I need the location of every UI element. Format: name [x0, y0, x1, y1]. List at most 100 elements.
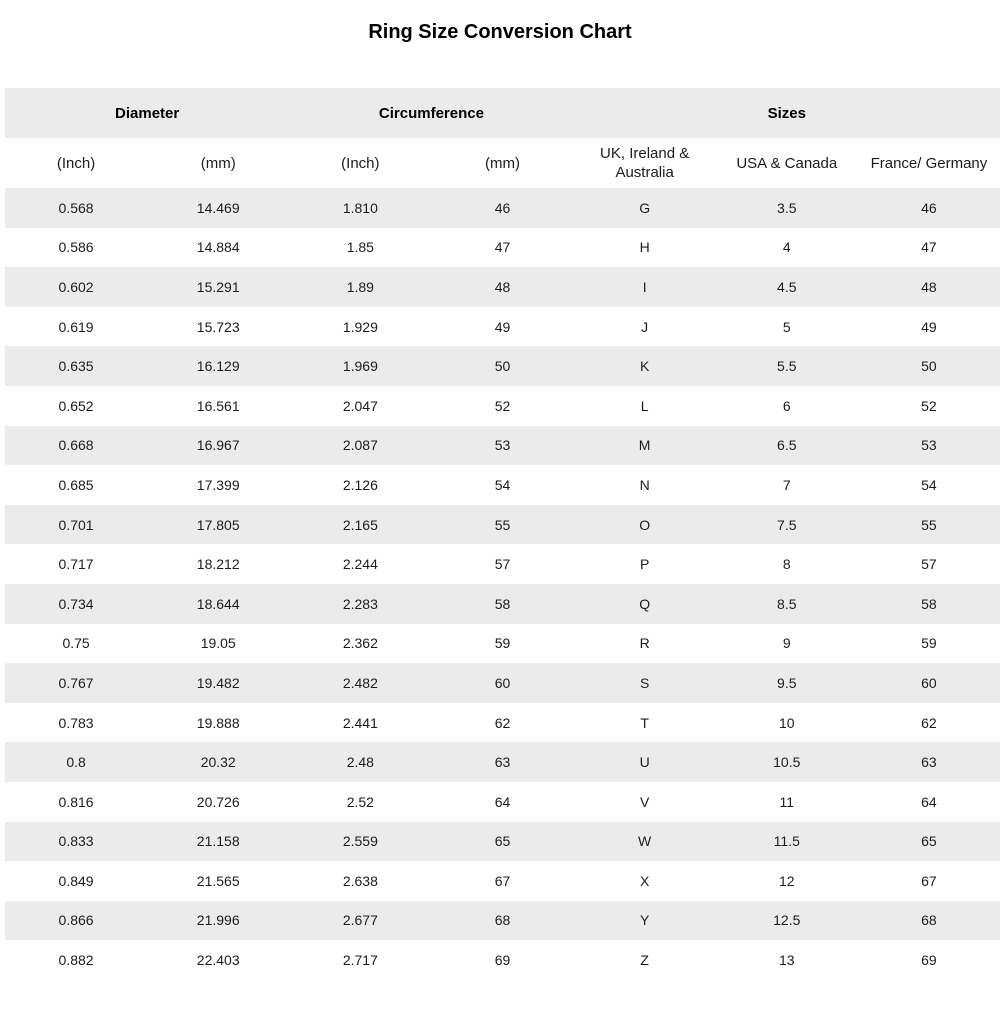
cell-size-france: 49 [921, 318, 937, 335]
table-row: 0.734 18.644 2.283 58 Q 8.5 58 [5, 583, 1000, 624]
cell-size-uk: L [640, 397, 649, 414]
cell-circumference-inch: 2.717 [342, 952, 378, 969]
cell-size-usa: 13 [778, 952, 795, 969]
cell-diameter-inch: 0.586 [58, 239, 94, 256]
cell-circumference-inch: 2.52 [346, 793, 374, 810]
cell-size-france: 60 [921, 674, 937, 691]
cell-diameter-mm: 17.805 [196, 516, 240, 533]
table-row: 0.652 16.561 2.047 52 L 6 52 [5, 385, 1000, 426]
cell-diameter-inch: 0.668 [58, 437, 94, 454]
table-row: 0.635 16.129 1.969 50 K 5.5 50 [5, 346, 1000, 386]
cell-diameter-inch: 0.783 [58, 714, 94, 731]
cell-diameter-mm: 16.129 [196, 358, 240, 375]
cell-circumference-mm: 47 [494, 239, 511, 256]
cell-circumference-inch: 2.638 [342, 872, 378, 889]
cell-diameter-mm: 16.561 [196, 397, 240, 414]
cell-circumference-inch: 2.283 [342, 595, 378, 612]
cell-circumference-mm: 67 [494, 872, 511, 889]
cell-diameter-inch: 0.652 [58, 397, 94, 414]
cell-size-france: 68 [921, 912, 937, 929]
cell-size-usa: 12.5 [773, 912, 801, 929]
column-header-france-germany: France/ Germany [870, 154, 988, 172]
group-header-circumference: Circumference [378, 104, 484, 122]
cell-diameter-inch: 0.635 [58, 358, 94, 375]
cell-diameter-mm: 19.888 [196, 714, 240, 731]
cell-diameter-inch: 0.767 [58, 674, 94, 691]
cell-circumference-mm: 55 [494, 516, 511, 533]
cell-size-uk: J [641, 318, 649, 335]
cell-circumference-inch: 1.929 [342, 318, 378, 335]
cell-diameter-inch: 0.833 [58, 833, 94, 850]
cell-size-usa: 5 [782, 318, 791, 335]
cell-size-uk: R [639, 635, 650, 652]
cell-circumference-inch: 2.047 [342, 397, 378, 414]
cell-diameter-inch: 0.882 [58, 952, 94, 969]
table-row: 0.783 19.888 2.441 62 T 10 62 [5, 702, 1000, 743]
cell-size-usa: 8 [782, 556, 791, 573]
cell-diameter-mm: 18.644 [196, 595, 240, 612]
cell-diameter-mm: 21.565 [196, 872, 240, 889]
group-header-sizes: Sizes [767, 104, 806, 122]
cell-circumference-inch: 1.969 [342, 358, 378, 375]
cell-size-france: 55 [921, 516, 937, 533]
cell-diameter-inch: 0.717 [58, 556, 94, 573]
cell-diameter-inch: 0.602 [58, 278, 94, 295]
cell-circumference-inch: 1.89 [346, 278, 374, 295]
cell-circumference-mm: 48 [494, 278, 511, 295]
table-row: 0.602 15.291 1.89 48 I 4.5 48 [5, 267, 1000, 307]
cell-size-uk: G [639, 199, 651, 216]
cell-size-uk: P [639, 556, 650, 573]
cell-size-usa: 6.5 [777, 437, 797, 454]
cell-size-usa: 10.5 [773, 754, 801, 771]
cell-size-uk: K [639, 358, 650, 375]
cell-diameter-mm: 15.291 [196, 278, 240, 295]
column-header-circumference-mm: (mm) [485, 154, 520, 172]
cell-circumference-inch: 1.85 [346, 239, 374, 256]
table-body: 0.568 14.469 1.810 46 G 3.5 46 0.586 14.… [5, 188, 1000, 980]
group-header-diameter: Diameter [115, 104, 180, 122]
cell-size-usa: 11.5 [773, 833, 800, 850]
cell-circumference-inch: 2.362 [342, 635, 378, 652]
group-header-row: Diameter Circumference Sizes [5, 88, 1000, 138]
table-row: 0.849 21.565 2.638 67 X 12 67 [5, 861, 1000, 901]
cell-circumference-mm: 62 [494, 714, 511, 731]
cell-size-uk: O [639, 516, 651, 533]
cell-size-uk: N [639, 476, 650, 493]
cell-circumference-mm: 65 [494, 833, 511, 850]
cell-diameter-mm: 21.158 [196, 833, 240, 850]
column-header-diameter-inch: (Inch) [56, 154, 96, 172]
cell-size-uk: S [639, 674, 650, 691]
cell-size-uk: M [638, 437, 651, 454]
cell-circumference-mm: 46 [494, 199, 511, 216]
cell-size-usa: 12 [778, 872, 795, 889]
cell-size-france: 59 [921, 635, 937, 652]
cell-diameter-mm: 20.726 [196, 793, 240, 810]
cell-circumference-inch: 1.810 [342, 199, 378, 216]
cell-size-uk: W [638, 833, 652, 850]
cell-size-usa: 7 [782, 476, 791, 493]
cell-size-france: 67 [921, 872, 937, 889]
column-header-circumference-inch: (Inch) [341, 154, 380, 172]
cell-size-usa: 4 [782, 239, 791, 256]
cell-size-usa: 6 [782, 397, 791, 414]
table-row: 0.685 17.399 2.126 54 N 7 54 [5, 465, 1000, 505]
table-row: 0.866 21.996 2.677 68 Y 12.5 68 [5, 900, 1000, 941]
cell-size-france: 48 [921, 278, 937, 295]
cell-size-france: 53 [921, 437, 937, 454]
table-row: 0.586 14.884 1.85 47 H 4 47 [5, 227, 1000, 268]
cell-circumference-inch: 2.677 [342, 912, 378, 929]
cell-size-usa: 9.5 [777, 674, 797, 691]
table-row: 0.816 20.726 2.52 64 V 11 64 [5, 781, 1000, 822]
cell-diameter-mm: 20.32 [200, 754, 236, 771]
page-title: Ring Size Conversion Chart [368, 21, 632, 43]
cell-size-france: 57 [921, 556, 937, 573]
cell-circumference-mm: 50 [494, 358, 511, 375]
cell-diameter-inch: 0.8 [66, 754, 86, 771]
cell-size-france: 63 [921, 754, 937, 771]
cell-diameter-inch: 0.75 [62, 635, 90, 652]
cell-diameter-mm: 18.212 [196, 556, 240, 573]
cell-size-usa: 10 [778, 714, 795, 731]
cell-circumference-mm: 63 [494, 754, 511, 771]
table-row: 0.619 15.723 1.929 49 J 5 49 [5, 306, 1000, 347]
table-row: 0.717 18.212 2.244 57 P 8 57 [5, 544, 1000, 584]
